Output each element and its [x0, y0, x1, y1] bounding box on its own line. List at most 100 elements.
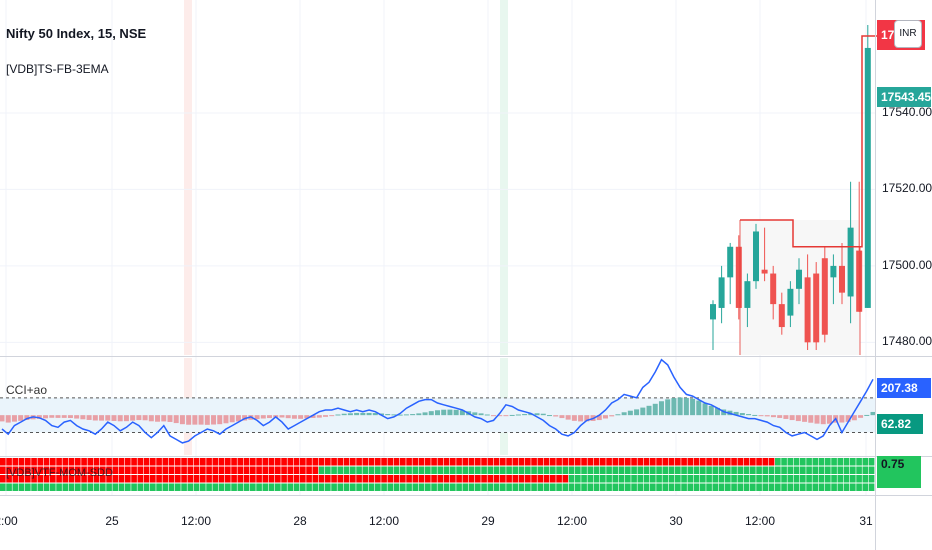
momentum-cell [206, 458, 212, 466]
ao-bar [335, 414, 341, 416]
momentum-cell [243, 466, 250, 474]
ao-bar [291, 415, 297, 419]
momentum-cell [75, 475, 81, 483]
momentum-pane[interactable] [0, 458, 875, 491]
ao-bar [746, 414, 752, 416]
momentum-cell [743, 483, 750, 491]
ao-bar [802, 415, 808, 422]
momentum-cell [62, 458, 69, 466]
momentum-pane-title[interactable]: [VDB]VTF-MOM-SDD [6, 467, 113, 479]
ao-bar [260, 415, 266, 419]
symbol-title[interactable]: Nifty 50 Index, 15, NSE [6, 26, 147, 41]
momentum-cell [493, 458, 500, 466]
currency-chip[interactable]: INR [894, 20, 922, 48]
momentum-cell [0, 483, 6, 491]
momentum-cell [137, 466, 144, 474]
momentum-cell [587, 466, 594, 474]
ao-bar [571, 415, 577, 421]
momentum-cell [231, 458, 237, 466]
momentum-cell [62, 466, 69, 474]
momentum-cell [725, 483, 731, 491]
momentum-cell [850, 466, 856, 474]
momentum-cell [631, 483, 637, 491]
momentum-cell [137, 475, 144, 483]
price-tick-label: 17540.00 [882, 104, 932, 119]
momentum-cell [143, 483, 150, 491]
momentum-cell [93, 458, 100, 466]
momentum-cell [137, 458, 144, 466]
momentum-cell [56, 475, 62, 483]
momentum-cell [468, 475, 475, 483]
momentum-cell [831, 466, 837, 474]
momentum-cell [50, 475, 56, 483]
momentum-cell [362, 475, 369, 483]
momentum-cell [856, 466, 862, 474]
momentum-cell [812, 466, 819, 474]
ao-bar [584, 415, 590, 422]
momentum-cell [150, 466, 156, 474]
momentum-cell [787, 475, 794, 483]
momentum-cell [581, 483, 587, 491]
momentum-cell [293, 458, 300, 466]
momentum-cell [462, 466, 469, 474]
ao-bar [304, 415, 310, 419]
momentum-cell [293, 483, 300, 491]
momentum-cell [706, 475, 712, 483]
momentum-cell [393, 483, 400, 491]
momentum-cell [443, 466, 450, 474]
momentum-cell [212, 475, 219, 483]
momentum-cell [450, 466, 456, 474]
ao-bar [696, 400, 702, 416]
candle-body [821, 258, 828, 335]
momentum-cell [125, 475, 131, 483]
momentum-cell [100, 466, 106, 474]
momentum-cell [437, 483, 444, 491]
study-label[interactable]: [VDB]TS-FB-3EMA [6, 62, 109, 76]
momentum-cell [325, 483, 331, 491]
momentum-cell [725, 475, 731, 483]
momentum-cell [106, 475, 112, 483]
ao-bar [105, 415, 111, 421]
ao-bar [447, 409, 453, 416]
momentum-cell [456, 483, 462, 491]
momentum-cell [675, 475, 681, 483]
momentum-cell [656, 475, 662, 483]
momentum-cell [156, 483, 162, 491]
ao-bar [235, 415, 241, 422]
momentum-cell [125, 458, 131, 466]
momentum-cell [712, 466, 719, 474]
ao-bar [459, 410, 465, 416]
momentum-cell [281, 466, 287, 474]
momentum-cell [725, 466, 731, 474]
cci-pane[interactable] [0, 358, 876, 444]
ao-bar [671, 398, 677, 416]
momentum-cell [737, 466, 744, 474]
momentum-cell [306, 475, 312, 483]
ao-bar [123, 415, 129, 422]
momentum-cell [500, 475, 506, 483]
momentum-cell [406, 466, 412, 474]
momentum-cell [562, 475, 569, 483]
momentum-cell [518, 483, 525, 491]
momentum-cell [793, 466, 800, 474]
candle-body [796, 269, 802, 289]
ao-bar [665, 399, 671, 416]
momentum-cell [525, 475, 531, 483]
momentum-cell [187, 475, 194, 483]
momentum-cell [481, 483, 487, 491]
cci-pane-title[interactable]: CCI+ao [6, 383, 48, 397]
ao-bar [634, 409, 640, 416]
momentum-cell [400, 475, 406, 483]
ao-bar [329, 415, 335, 417]
momentum-cell [712, 475, 719, 483]
price-pane[interactable] [710, 25, 877, 355]
momentum-cell [693, 458, 700, 466]
momentum-cell [25, 458, 31, 466]
momentum-cell [368, 483, 375, 491]
candle-body [856, 250, 863, 312]
ao-bar [130, 415, 136, 421]
momentum-cell [318, 458, 325, 466]
ao-bar [161, 415, 167, 422]
momentum-cell [831, 483, 837, 491]
